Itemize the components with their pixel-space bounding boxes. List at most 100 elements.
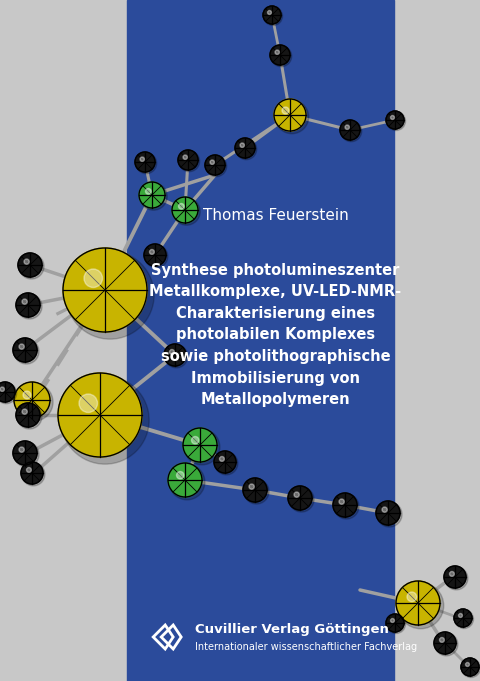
Circle shape — [177, 471, 184, 479]
Ellipse shape — [289, 487, 314, 512]
Circle shape — [396, 581, 440, 625]
Circle shape — [140, 157, 144, 161]
Circle shape — [275, 50, 279, 54]
Circle shape — [135, 152, 155, 172]
Ellipse shape — [215, 452, 238, 475]
Circle shape — [192, 437, 199, 444]
Circle shape — [168, 463, 202, 497]
Circle shape — [22, 409, 27, 414]
Ellipse shape — [0, 383, 17, 404]
Circle shape — [270, 45, 290, 65]
Circle shape — [205, 155, 225, 175]
Circle shape — [169, 349, 174, 354]
Circle shape — [19, 344, 24, 349]
Circle shape — [14, 382, 50, 418]
Ellipse shape — [386, 112, 406, 131]
Circle shape — [376, 501, 400, 525]
Circle shape — [219, 456, 224, 461]
Circle shape — [179, 204, 184, 209]
Circle shape — [18, 253, 42, 277]
Circle shape — [391, 618, 395, 622]
Circle shape — [21, 462, 43, 484]
Circle shape — [139, 182, 165, 208]
Ellipse shape — [140, 183, 167, 210]
Ellipse shape — [61, 376, 149, 464]
Ellipse shape — [169, 464, 205, 500]
Ellipse shape — [17, 294, 42, 319]
Circle shape — [149, 249, 155, 254]
Ellipse shape — [15, 383, 53, 421]
Circle shape — [0, 387, 4, 392]
Circle shape — [84, 269, 102, 287]
Circle shape — [243, 478, 267, 502]
Ellipse shape — [19, 254, 44, 279]
Ellipse shape — [14, 442, 39, 467]
Circle shape — [0, 382, 15, 402]
Circle shape — [24, 259, 29, 264]
Circle shape — [164, 344, 186, 366]
Ellipse shape — [173, 198, 200, 225]
Ellipse shape — [66, 251, 154, 339]
Circle shape — [386, 111, 404, 129]
Circle shape — [145, 189, 151, 194]
Circle shape — [144, 244, 166, 266]
Circle shape — [235, 138, 255, 158]
Circle shape — [178, 150, 198, 170]
Bar — [127, 0, 394, 681]
Ellipse shape — [455, 609, 474, 629]
Circle shape — [434, 632, 456, 654]
Circle shape — [16, 293, 40, 317]
Ellipse shape — [275, 100, 309, 133]
Circle shape — [183, 428, 217, 462]
Text: Thomas Feuerstein: Thomas Feuerstein — [203, 208, 348, 223]
Ellipse shape — [341, 121, 362, 142]
Circle shape — [22, 299, 27, 304]
Text: Synthese photolumineszenter
Metallkomplexe, UV-LED-NMR-
Charakterisierung eines
: Synthese photolumineszenter Metallkomple… — [149, 263, 401, 407]
Circle shape — [16, 403, 40, 427]
Circle shape — [466, 663, 469, 667]
Ellipse shape — [136, 153, 156, 174]
Circle shape — [63, 248, 147, 332]
Ellipse shape — [271, 46, 292, 67]
Ellipse shape — [244, 479, 269, 504]
Circle shape — [267, 10, 272, 14]
Ellipse shape — [435, 633, 458, 656]
Circle shape — [23, 391, 31, 399]
Circle shape — [386, 614, 404, 632]
Circle shape — [210, 160, 215, 164]
Circle shape — [449, 571, 455, 576]
Circle shape — [454, 609, 472, 627]
Circle shape — [249, 484, 254, 489]
Ellipse shape — [236, 139, 257, 160]
Circle shape — [19, 447, 24, 452]
Circle shape — [461, 658, 479, 676]
Ellipse shape — [462, 659, 480, 678]
Text: Cuvillier Verlag Göttingen: Cuvillier Verlag Göttingen — [195, 624, 389, 637]
Circle shape — [345, 125, 349, 129]
Circle shape — [288, 486, 312, 510]
Circle shape — [183, 155, 187, 159]
Ellipse shape — [377, 502, 402, 527]
Circle shape — [214, 451, 236, 473]
Circle shape — [172, 197, 198, 223]
Circle shape — [407, 592, 417, 602]
Circle shape — [240, 143, 244, 147]
Circle shape — [382, 507, 387, 512]
Ellipse shape — [264, 7, 283, 25]
Circle shape — [440, 637, 444, 642]
Circle shape — [333, 493, 357, 517]
Circle shape — [294, 492, 300, 497]
Ellipse shape — [184, 429, 220, 465]
Circle shape — [444, 566, 466, 588]
Ellipse shape — [445, 567, 468, 590]
Ellipse shape — [386, 615, 406, 633]
Circle shape — [458, 614, 462, 618]
Circle shape — [26, 467, 31, 473]
Ellipse shape — [145, 244, 168, 268]
Ellipse shape — [22, 463, 45, 486]
Circle shape — [391, 116, 395, 119]
Circle shape — [274, 99, 306, 131]
Circle shape — [263, 6, 281, 24]
Circle shape — [13, 338, 37, 362]
Circle shape — [339, 499, 344, 504]
